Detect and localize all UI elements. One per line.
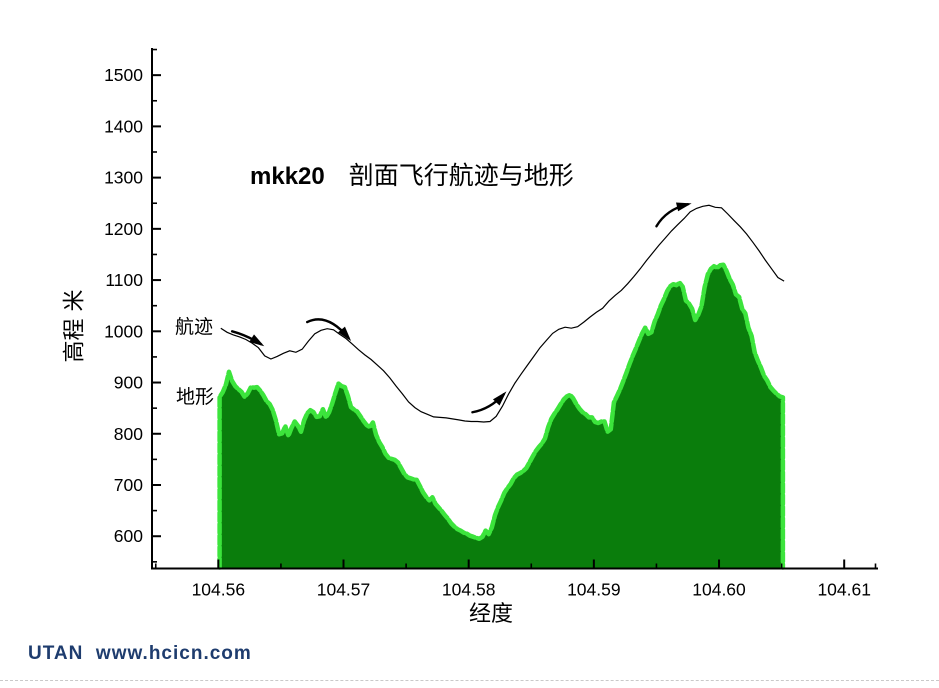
flight-track-label: 航迹 xyxy=(175,316,214,338)
y-axis-title: 高程 米 xyxy=(62,289,88,363)
x-tick-label: 104.60 xyxy=(692,580,746,600)
y-tick-label: 1200 xyxy=(104,219,143,239)
y-tick-label: 800 xyxy=(114,424,143,444)
x-tick-label: 104.57 xyxy=(317,580,371,600)
chart-title: mkk20 剖面飞行航迹与地形 xyxy=(250,156,574,192)
y-tick-label: 1500 xyxy=(104,65,143,85)
flight-direction-arrowhead-icon xyxy=(249,334,265,347)
y-tick-label: 1100 xyxy=(105,270,143,290)
footer-watermark: UTAN www.hcicn.com xyxy=(28,643,252,664)
flight-trajectory-line xyxy=(220,204,785,423)
x-tick-label: 104.58 xyxy=(442,580,496,600)
x-tick-label: 104.59 xyxy=(567,580,621,600)
x-axis-title: 经度 xyxy=(469,602,514,627)
y-tick-label: 1400 xyxy=(104,116,143,136)
footer-divider xyxy=(0,680,939,681)
x-tick-label: 104.56 xyxy=(192,580,246,600)
flight-direction-arrowhead-icon xyxy=(492,391,507,406)
y-tick-label: 900 xyxy=(114,373,143,393)
flight-direction-arrowhead-icon xyxy=(675,202,692,212)
y-tick-label: 700 xyxy=(114,475,143,495)
y-tick-label: 1000 xyxy=(104,321,143,341)
terrain-area xyxy=(219,264,783,569)
chart-title-text: 剖面飞行航迹与地形 xyxy=(348,161,574,190)
y-tick-label: 600 xyxy=(114,526,143,546)
flight-direction-arrowhead-icon xyxy=(338,326,352,342)
terrain-label: 地形 xyxy=(176,386,215,408)
y-tick-label: 1300 xyxy=(104,168,143,188)
chart-title-prefix: mkk20 xyxy=(250,163,325,190)
x-tick-label: 104.61 xyxy=(817,580,871,600)
terrain-edge-line xyxy=(217,262,786,570)
